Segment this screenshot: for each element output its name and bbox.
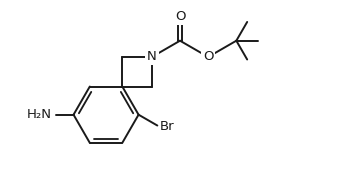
Text: O: O xyxy=(175,10,185,23)
Text: Br: Br xyxy=(159,120,174,133)
Text: N: N xyxy=(147,50,157,64)
Text: H₂N: H₂N xyxy=(27,108,52,121)
Text: O: O xyxy=(203,50,213,64)
